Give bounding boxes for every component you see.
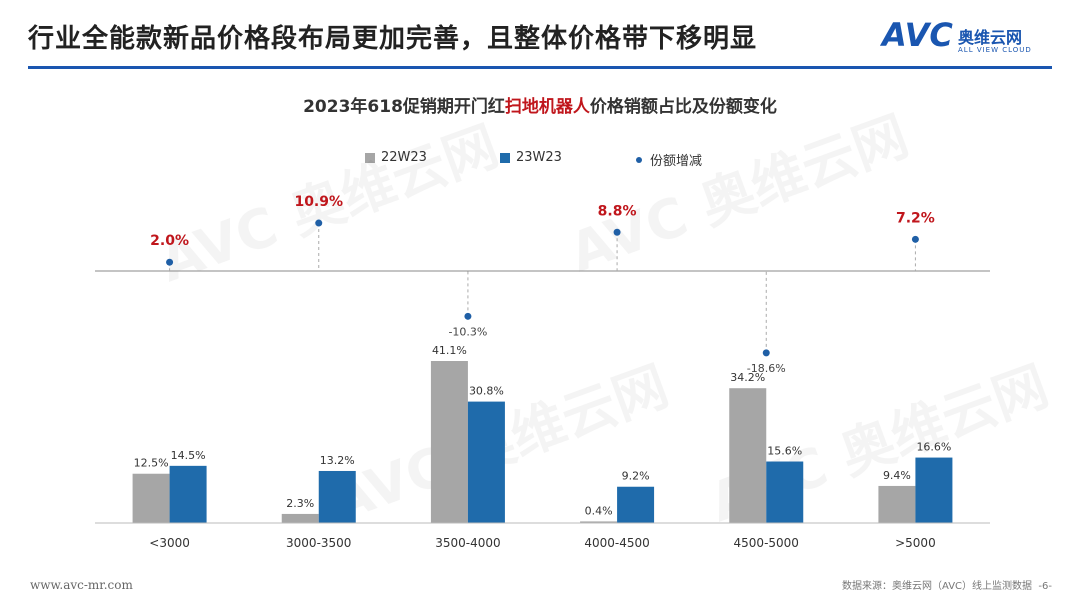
bar-22w23 bbox=[430, 361, 468, 523]
legend-label-growth: 份额增减 bbox=[650, 154, 703, 169]
logo-name-cn: 奥维云网 bbox=[958, 28, 1023, 47]
footer-source: 数据来源：奥维云网（AVC）线上监测数据 -6- bbox=[842, 577, 1052, 592]
bar-value-label: 2.3% bbox=[286, 497, 314, 510]
legend-swatch-22w23 bbox=[365, 152, 375, 163]
bar-value-label: 14.5% bbox=[171, 449, 206, 462]
bar-value-label: 15.6% bbox=[767, 445, 802, 458]
growth-point bbox=[613, 228, 621, 236]
bar-value-label: 41.1% bbox=[432, 344, 467, 357]
bar-value-label: 12.5% bbox=[134, 457, 169, 470]
x-tick-label: 4500-5000 bbox=[734, 536, 799, 550]
chart-title: 2023年618促销期开门红扫地机器人价格销额占比及份额变化 bbox=[0, 92, 1080, 117]
growth-point bbox=[762, 349, 770, 357]
bar-23w23 bbox=[169, 465, 207, 523]
legend-swatch-23w23 bbox=[500, 152, 510, 163]
chart-legend: 22W23 23W23 份额增减 bbox=[0, 150, 1080, 170]
bar-22w23 bbox=[878, 485, 916, 523]
footer-page-number: -6- bbox=[1038, 581, 1052, 592]
x-tick-label: 3500-4000 bbox=[435, 536, 500, 550]
chart-title-post: 价格销额占比及份额变化 bbox=[589, 97, 777, 117]
x-tick-label: 3000-3500 bbox=[286, 536, 351, 550]
page-title: 行业全能款新品价格段布局更加完善，且整体价格带下移明显 bbox=[28, 24, 758, 54]
bar-23w23 bbox=[766, 461, 804, 523]
growth-value-label: -10.3% bbox=[448, 325, 487, 338]
bar-22w23 bbox=[132, 473, 170, 523]
legend-item-22w23: 22W23 bbox=[365, 150, 427, 165]
growth-point bbox=[315, 219, 323, 227]
bar-23w23 bbox=[617, 486, 655, 523]
x-tick-label: 4000-4500 bbox=[584, 536, 649, 550]
growth-value-label: 8.8% bbox=[598, 203, 637, 219]
bar-value-label: 9.4% bbox=[883, 469, 911, 482]
chart-title-pre: 2023年618促销期开门红 bbox=[303, 97, 505, 117]
legend-item-growth: 份额增减 bbox=[636, 150, 702, 169]
bar-value-label: 16.6% bbox=[916, 441, 951, 454]
footer-source-text: 数据来源：奥维云网（AVC）线上监测数据 bbox=[842, 581, 1033, 592]
bar-22w23 bbox=[729, 388, 767, 523]
bar-22w23 bbox=[281, 513, 319, 523]
bar-22w23 bbox=[580, 521, 618, 523]
logo-name-en: ALL VIEW CLOUD bbox=[958, 46, 1032, 54]
growth-value-label: 10.9% bbox=[294, 194, 343, 210]
bar-23w23 bbox=[915, 457, 953, 523]
bar-23w23 bbox=[467, 401, 505, 523]
growth-value-label: 2.0% bbox=[150, 233, 189, 249]
growth-point bbox=[464, 312, 472, 320]
growth-value-label: -18.6% bbox=[747, 362, 786, 375]
legend-item-23w23: 23W23 bbox=[500, 150, 562, 165]
bar-value-label: 34.2% bbox=[730, 371, 765, 384]
bar-value-label: 9.2% bbox=[622, 470, 650, 483]
growth-value-label: 7.2% bbox=[896, 210, 935, 226]
logo-abbr: AVC bbox=[882, 16, 953, 54]
legend-label-22w23: 22W23 bbox=[381, 150, 427, 165]
avc-logo: AVC 奥维云网 ALL VIEW CLOUD bbox=[882, 16, 1052, 60]
x-tick-label: >5000 bbox=[895, 536, 936, 550]
bar-23w23 bbox=[318, 470, 356, 523]
legend-dot-growth bbox=[636, 156, 642, 163]
growth-point bbox=[911, 235, 919, 243]
growth-point bbox=[166, 258, 174, 266]
bar-value-label: 30.8% bbox=[469, 385, 504, 398]
x-tick-label: <3000 bbox=[149, 536, 190, 550]
footer-website: www.avc-mr.com bbox=[30, 578, 133, 592]
chart-title-highlight: 扫地机器人 bbox=[504, 97, 590, 117]
header-divider bbox=[28, 66, 1052, 69]
bar-value-label: 13.2% bbox=[320, 454, 355, 467]
legend-label-23w23: 23W23 bbox=[516, 150, 562, 165]
bar-value-label: 0.4% bbox=[585, 504, 613, 517]
